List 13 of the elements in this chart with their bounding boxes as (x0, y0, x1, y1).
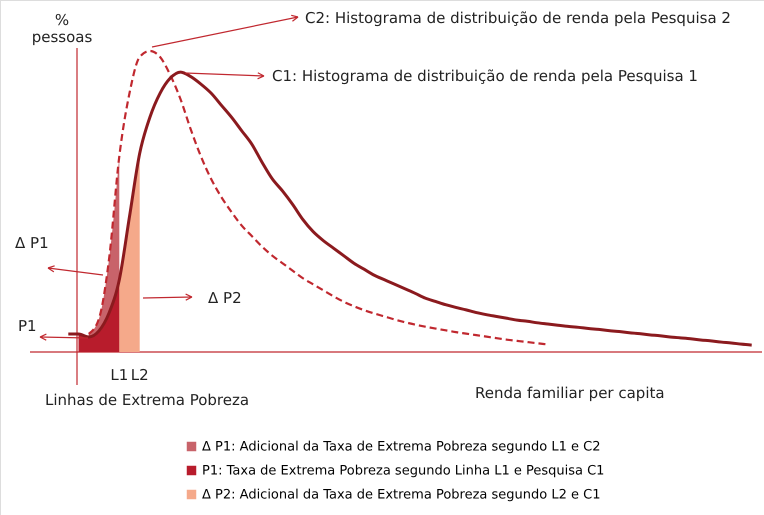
legend-label: P1: Taxa de Extrema Pobreza segundo Linha L1 e Pesquisa C1 (202, 464, 604, 478)
text: Δ P1 (15, 234, 49, 252)
legend-label: Δ P2: Adicional da Taxa de Extrema Pobreza segundo L2 e C1 (202, 488, 600, 502)
annotation: Δ P2 (208, 289, 242, 307)
x-tick-label: L2 (130, 366, 149, 384)
text: C2: Histograma de distribuição de renda pela Pesquisa 2 (305, 9, 731, 27)
y-axis-title: % pessoas (32, 11, 92, 46)
x-tick-label: L1 (110, 366, 128, 384)
text: Linhas de Extrema Pobreza (45, 391, 250, 409)
text: P1 (18, 317, 37, 335)
x-axis-title: Renda familiar per capita (475, 384, 665, 402)
legend-label: Δ P1: Adicional da Taxa de Extrema Pobreza segundo L1 e C2 (202, 440, 600, 454)
annotation: C1: Histograma de distribuição de renda pela Pesquisa 1 (272, 67, 698, 85)
